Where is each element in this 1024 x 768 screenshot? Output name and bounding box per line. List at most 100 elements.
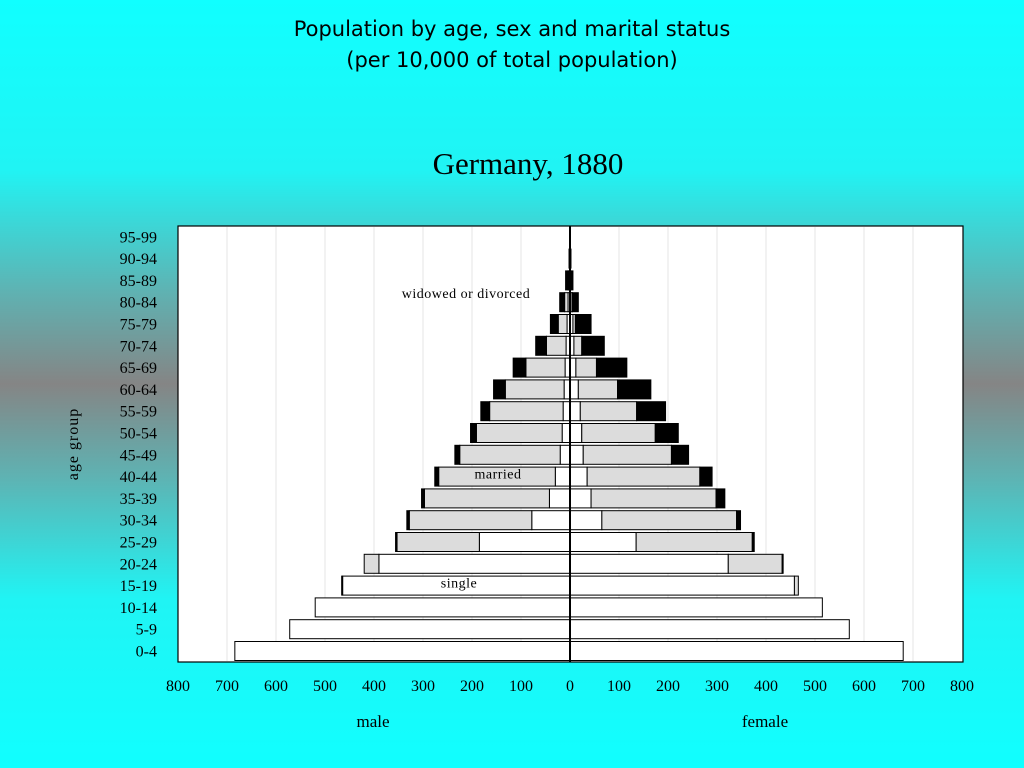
x-tick-label-female: 700	[901, 678, 925, 695]
bar-male-married-25-29	[396, 532, 480, 552]
bar-female-widowed-or-divorced-80-84	[571, 292, 579, 313]
x-tick-label-female: 400	[754, 678, 778, 695]
male-axis-label: male	[356, 712, 389, 731]
bar-male-single-10-14	[314, 597, 571, 618]
bar-male-widowed-or-divorced-40-44	[434, 466, 440, 487]
bar-male-married-75-79	[557, 314, 568, 334]
bar-female-widowed-or-divorced-85-89	[570, 270, 574, 291]
age-tick-label: 40-44	[120, 469, 157, 486]
bar-female-widowed-or-divorced-45-49	[670, 444, 690, 465]
age-tick-label: 35-39	[120, 491, 157, 508]
bar-female-single-15-19	[569, 575, 795, 596]
x-tick-label-male: 700	[215, 678, 239, 695]
age-tick-label: 80-84	[120, 295, 157, 312]
bar-female-married-20-24	[727, 553, 783, 574]
bar-female-widowed-or-divorced-55-59	[636, 401, 667, 422]
x-tick-label-female: 600	[852, 678, 876, 695]
bar-female-single-50-54	[569, 423, 583, 443]
x-tick-label-male: 0	[566, 678, 574, 695]
bar-male-married-35-39	[423, 488, 550, 509]
bar-female-married-55-59	[579, 401, 638, 422]
x-tick-label-male: 200	[460, 678, 484, 695]
bar-male-married-60-64	[504, 379, 565, 400]
age-tick-label: 95-99	[120, 229, 157, 246]
bar-annotations: single married widowed or divorced	[402, 287, 530, 591]
bar-female-single-25-29	[569, 532, 637, 552]
bar-male-married-70-74	[545, 335, 567, 356]
bar-male-married-80-84	[564, 292, 569, 313]
bar-female-widowed-or-divorced-25-29	[751, 532, 755, 552]
bar-male-single-30-34	[531, 510, 571, 531]
bar-female-single-35-39	[569, 488, 592, 509]
bar-female-married-60-64	[577, 379, 619, 400]
bar-male-widowed-or-divorced-75-79	[549, 314, 559, 334]
chart-subtitle: Germany, 1880	[432, 146, 624, 181]
bar-male-single-5-9	[289, 619, 571, 640]
chart-title-line-2: (per 10,000 of total population)	[346, 48, 678, 72]
bar-male-widowed-or-divorced-45-49	[454, 444, 461, 465]
age-tick-label: 45-49	[120, 447, 157, 464]
bar-male-widowed-or-divorced-25-29	[395, 532, 398, 552]
x-tick-label-male: 600	[264, 678, 288, 695]
x-tick-label-female: 100	[607, 678, 631, 695]
bar-female-married-35-39	[590, 488, 717, 509]
bar-male-widowed-or-divorced-55-59	[480, 401, 491, 422]
bar-female-widowed-or-divorced-30-34	[736, 510, 742, 531]
female-axis-label: female	[742, 712, 788, 731]
x-tick-label-male: 100	[509, 678, 533, 695]
bar-female-widowed-or-divorced-65-69	[595, 357, 628, 378]
bar-male-single-45-49	[559, 444, 571, 465]
bar-male-widowed-or-divorced-70-74	[535, 335, 547, 356]
chart-title-line-1: Population by age, sex and marital statu…	[293, 17, 731, 41]
bar-male-married-55-59	[489, 401, 564, 422]
bar-male-single-55-59	[562, 401, 571, 422]
bar-female-married-15-19	[793, 575, 799, 596]
bars-group	[234, 248, 904, 661]
bar-female-widowed-or-divorced-60-64	[617, 379, 652, 400]
age-tick-label: 90-94	[120, 251, 157, 268]
x-tick-label-female: 300	[705, 678, 729, 695]
bar-male-single-50-54	[561, 423, 571, 443]
bar-female-single-0-4	[569, 641, 904, 661]
age-tick-label: 15-19	[120, 578, 157, 595]
bar-female-widowed-or-divorced-70-74	[581, 335, 605, 356]
bar-male-married-50-54	[475, 423, 563, 443]
bar-male-single-35-39	[548, 488, 571, 509]
bar-male-widowed-or-divorced-65-69	[512, 357, 527, 378]
bar-female-single-60-64	[569, 379, 579, 400]
bar-female-married-50-54	[581, 423, 656, 443]
bar-female-widowed-or-divorced-40-44	[699, 466, 713, 487]
age-tick-label: 70-74	[120, 338, 157, 355]
age-tick-label: 85-89	[120, 273, 157, 290]
bar-female-married-65-69	[575, 357, 597, 378]
bar-male-married-45-49	[459, 444, 561, 465]
bar-male-widowed-or-divorced-80-84	[559, 292, 566, 313]
bar-male-married-20-24	[363, 553, 380, 574]
age-tick-label: 55-59	[120, 404, 157, 421]
bar-female-married-45-49	[582, 444, 672, 465]
bar-female-widowed-or-divorced-35-39	[715, 488, 726, 509]
annotation-widowed-or-divorced: widowed or divorced	[402, 287, 530, 302]
age-tick-label: 50-54	[120, 426, 157, 443]
age-tick-label: 25-29	[120, 535, 157, 552]
annotation-single: single	[441, 577, 477, 592]
bar-female-married-40-44	[586, 466, 701, 487]
age-tick-label: 0-4	[136, 644, 157, 661]
bar-female-single-45-49	[569, 444, 584, 465]
bar-male-widowed-or-divorced-60-64	[493, 379, 506, 400]
bar-male-single-25-29	[478, 532, 571, 552]
annotation-married: married	[474, 468, 521, 483]
age-tick-label: 65-69	[120, 360, 157, 377]
x-tick-label-female: 800	[950, 678, 974, 695]
bar-male-widowed-or-divorced-35-39	[421, 488, 425, 509]
age-tick-label: 20-24	[120, 556, 157, 573]
bar-female-widowed-or-divorced-75-79	[574, 314, 592, 334]
y-axis-label: age group	[65, 408, 82, 481]
bar-female-single-10-14	[569, 597, 823, 618]
bar-female-single-5-9	[569, 619, 850, 640]
bar-female-married-30-34	[601, 510, 738, 531]
age-tick-label: 30-34	[120, 513, 157, 530]
x-tick-label-female: 500	[803, 678, 827, 695]
age-tick-label: 10-14	[120, 600, 157, 617]
